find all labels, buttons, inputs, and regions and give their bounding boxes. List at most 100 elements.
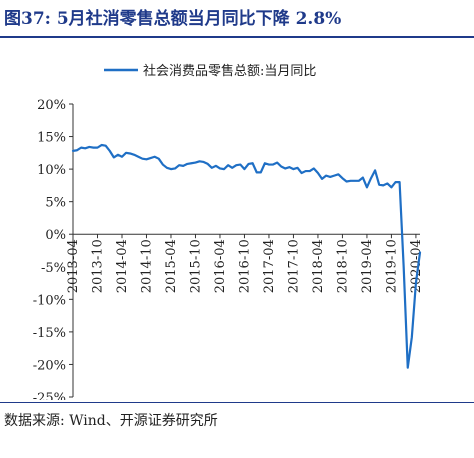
data-point <box>366 186 368 188</box>
data-point <box>309 170 311 172</box>
data-point <box>317 172 319 174</box>
data-point <box>149 157 151 159</box>
data-point <box>329 176 331 178</box>
x-tick-label: 2015-10 <box>188 239 203 293</box>
x-axis: 2013-04 2013-10 2014-04 2014-10 2015-04 2015-… <box>66 233 424 293</box>
x-tick-label: 2019-10 <box>384 239 399 293</box>
data-point <box>411 336 413 338</box>
data-point <box>219 167 221 169</box>
data-point <box>182 165 184 167</box>
data-point <box>84 147 86 149</box>
x-tick-label: 2018-10 <box>335 239 350 293</box>
y-tick-label: -10% <box>33 293 66 308</box>
data-point <box>125 152 127 154</box>
data-point <box>198 160 200 162</box>
data-point <box>166 167 168 169</box>
data-point <box>92 147 94 149</box>
legend-label: 社会消费品零售总额:当月同比 <box>143 63 316 79</box>
data-point <box>247 163 249 165</box>
data-point <box>256 171 258 173</box>
x-tick-label: 2013-10 <box>90 239 105 293</box>
x-tick-label: 2017-10 <box>286 239 301 293</box>
data-point <box>350 180 352 182</box>
data-point <box>158 158 160 160</box>
series-layer <box>71 143 422 369</box>
data-point <box>72 150 74 152</box>
data-point <box>378 184 380 186</box>
data-point <box>154 156 156 158</box>
data-point <box>374 169 376 171</box>
x-tick-label: 2013-04 <box>66 239 81 293</box>
data-point <box>284 167 286 169</box>
data-point <box>276 162 278 164</box>
data-point <box>252 162 254 164</box>
data-point <box>186 163 188 165</box>
data-point <box>178 164 180 166</box>
data-point <box>145 158 147 160</box>
y-tick-label: 0% <box>45 228 66 243</box>
data-point <box>354 180 356 182</box>
data-point <box>203 161 205 163</box>
x-tick-label: 2019-04 <box>360 239 375 293</box>
data-point <box>231 167 233 169</box>
x-tick-label: 2018-04 <box>311 239 326 293</box>
data-point <box>398 181 400 183</box>
data-point <box>292 168 294 170</box>
data-point <box>80 147 82 149</box>
data-point <box>341 177 343 179</box>
data-point <box>313 167 315 169</box>
source-divider <box>0 402 474 403</box>
data-point <box>358 180 360 182</box>
data-point <box>235 164 237 166</box>
data-point <box>268 163 270 165</box>
data-point <box>419 251 421 253</box>
x-tick-label: 2014-10 <box>139 239 154 293</box>
y-tick-label: -5% <box>41 261 66 276</box>
data-point <box>243 168 245 170</box>
data-point <box>174 167 176 169</box>
series-line <box>71 143 422 369</box>
data-point <box>109 150 111 152</box>
data-point <box>162 163 164 165</box>
data-point <box>390 186 392 188</box>
data-point <box>272 163 274 165</box>
x-tick-label: 2014-04 <box>115 239 130 293</box>
data-point <box>415 282 417 284</box>
title-divider <box>0 36 474 38</box>
data-point <box>121 156 123 158</box>
chart-legend: 社会消费品零售总额:当月同比 <box>104 63 316 79</box>
source-note: 数据来源: Wind、开源证券研究所 <box>4 413 218 429</box>
figure-title: 图37: 5月社消零售总额当月同比下降 2.8% <box>4 9 342 29</box>
data-point <box>113 156 115 158</box>
data-point <box>133 154 135 156</box>
data-point <box>211 167 213 169</box>
data-point <box>207 163 209 165</box>
x-tick-label: 2016-10 <box>237 239 252 293</box>
y-tick-label: 15% <box>37 131 66 146</box>
data-point <box>264 162 266 164</box>
x-tick-label: 2016-04 <box>213 239 228 293</box>
data-point <box>345 180 347 182</box>
data-point <box>100 144 102 146</box>
y-tick-label: 10% <box>37 163 66 178</box>
data-point <box>190 162 192 164</box>
data-point <box>105 145 107 147</box>
data-point <box>288 166 290 168</box>
data-point <box>223 168 225 170</box>
data-point <box>96 147 98 149</box>
data-point <box>141 158 143 160</box>
x-tick-label: 2015-04 <box>164 239 179 293</box>
data-point <box>305 170 307 172</box>
data-point <box>117 154 119 156</box>
x-tick-label: 2017-04 <box>262 239 277 293</box>
data-point <box>137 156 139 158</box>
data-point <box>88 146 90 148</box>
y-tick-label: -20% <box>33 358 66 373</box>
data-point <box>301 172 303 174</box>
y-tick-label: 5% <box>45 196 66 211</box>
data-point <box>170 168 172 170</box>
y-axis: -25% -20% -15% -10% -5% 0% 5% 10% 15% 20% <box>33 98 74 400</box>
data-point <box>260 171 262 173</box>
y-tick-label: 20% <box>37 98 66 113</box>
y-tick-label: -25% <box>33 391 66 400</box>
